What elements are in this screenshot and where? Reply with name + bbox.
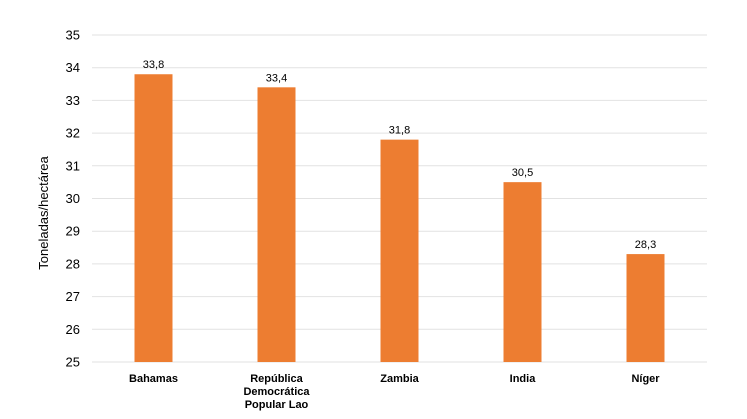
y-tick-label: 33 <box>66 93 80 108</box>
bar-value-label: 30,5 <box>512 167 533 179</box>
x-category-label-line: India <box>510 373 537 385</box>
bar <box>626 254 665 362</box>
y-tick-label: 28 <box>66 256 80 271</box>
y-tick-label: 32 <box>66 126 80 141</box>
bar-value-label: 28,3 <box>635 239 656 251</box>
x-category-label: Zambia <box>380 373 419 385</box>
y-axis-label: Toneladas/hectárea <box>36 156 51 270</box>
y-tick-label: 30 <box>66 191 80 206</box>
bar-value-label: 31,8 <box>389 125 410 137</box>
x-category-label-line: Popular Lao <box>245 399 309 411</box>
y-tick-label: 26 <box>66 322 80 337</box>
bar <box>257 87 296 362</box>
x-category-label-line: Bahamas <box>129 373 178 385</box>
data-labels: 33,8 33,4 31,8 30,5 28,3 <box>143 59 656 251</box>
x-category-label: Bahamas <box>129 373 178 385</box>
x-category-label-line: República <box>250 373 303 385</box>
x-category-label-line: Democrática <box>243 386 310 398</box>
bar-value-label: 33,8 <box>143 59 164 71</box>
y-tick-label: 31 <box>66 158 80 173</box>
y-tick-label: 29 <box>66 224 80 239</box>
bar <box>380 139 419 362</box>
bar <box>134 74 173 363</box>
x-category-label-line: Zambia <box>380 373 419 385</box>
x-category-label: República Democrática Popular Lao <box>243 373 310 411</box>
y-tick-label: 34 <box>66 60 80 75</box>
y-tick-label: 27 <box>66 289 80 304</box>
bar <box>503 182 542 362</box>
y-tick-label: 35 <box>66 28 80 43</box>
bar-value-label: 33,4 <box>266 72 287 84</box>
x-category-label-line: Níger <box>631 373 660 385</box>
bars <box>134 74 665 363</box>
x-category-label: India <box>510 373 537 385</box>
x-category-label: Níger <box>631 373 660 385</box>
x-axis-categories: Bahamas República Democrática Popular Lao Za… <box>129 373 660 411</box>
y-axis-ticks: 25 26 27 28 29 30 31 32 33 34 35 <box>66 28 80 370</box>
y-tick-label: 25 <box>66 355 80 370</box>
